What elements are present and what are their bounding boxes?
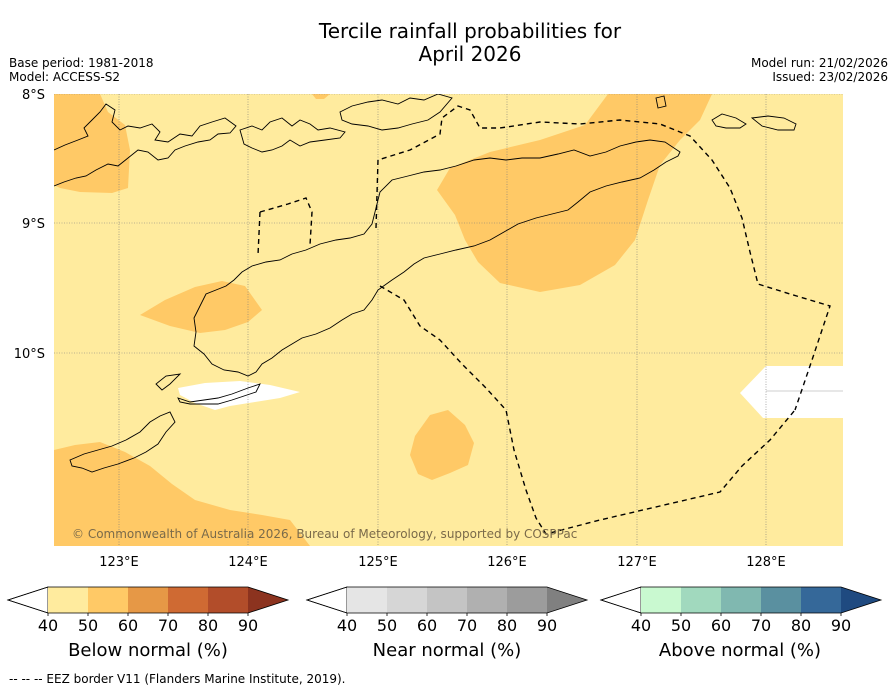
colorbar-tick-label: 90 xyxy=(831,616,851,635)
colorbar-extend-high xyxy=(547,587,587,613)
colorbar-title-below: Below normal (%) xyxy=(68,640,228,661)
colorbar-tick-label: 80 xyxy=(198,616,218,635)
colorbar-segment xyxy=(721,587,761,613)
lon-label-123e: 123°E xyxy=(99,555,139,570)
colorbar-tick-label: 70 xyxy=(457,616,477,635)
colorbar-tick-label: 50 xyxy=(377,616,397,635)
colorbar-tick-label: 50 xyxy=(78,616,98,635)
region-south-blob xyxy=(410,410,474,480)
below-normal-50-60-regions xyxy=(54,94,712,546)
colorbar-segment xyxy=(641,587,681,613)
lon-label-126e: 126°E xyxy=(487,555,527,570)
latitude-labels: 8°S 9°S 10°S xyxy=(14,88,45,362)
colorbar-tick-label: 90 xyxy=(537,616,557,635)
colorbar-extend-low xyxy=(599,586,642,614)
eez-line-west xyxy=(257,211,261,256)
colorbar-segment xyxy=(681,587,721,613)
colorbar-segment xyxy=(48,587,88,613)
title-line-2: April 2026 xyxy=(418,42,522,66)
colorbar-below-normal: 40 50 60 70 80 90 xyxy=(6,586,290,635)
eez-line-timor-sea xyxy=(379,285,796,535)
colorbar-tick-label: 80 xyxy=(791,616,811,635)
colorbar-segment xyxy=(347,587,387,613)
colorbar-tick-label: 40 xyxy=(337,616,357,635)
map-panel xyxy=(54,94,843,546)
colorbar-segment xyxy=(88,587,128,613)
lon-label-127e: 127°E xyxy=(617,555,657,570)
eez-line-main xyxy=(375,105,831,411)
colorbar-segment xyxy=(801,587,841,613)
model-name: Model: ACCESS-S2 xyxy=(9,70,121,84)
colorbar-segment xyxy=(427,587,467,613)
model-run: Model run: 21/02/2026 xyxy=(750,56,888,70)
colorbar-tick-label: 60 xyxy=(118,616,138,635)
coast-timor xyxy=(193,139,681,377)
no-data-timor-south xyxy=(178,381,300,410)
region-north-arafura xyxy=(437,94,712,292)
colorbar-segment xyxy=(128,587,168,613)
longitude-labels: 123°E 124°E 125°E 126°E 127°E 128°E xyxy=(99,555,786,570)
colorbar-segment xyxy=(387,587,427,613)
colorbar-tick-label: 40 xyxy=(38,616,58,635)
colorbar-tick-label: 70 xyxy=(751,616,771,635)
coast-north-islands xyxy=(239,117,346,153)
colorbar-extend-high xyxy=(841,587,881,613)
coast-sumba xyxy=(69,411,176,473)
region-central-blob xyxy=(140,281,262,333)
colorbar-segment xyxy=(507,587,547,613)
colorbar-segment xyxy=(761,587,801,613)
coast-wetar xyxy=(339,94,453,131)
region-small-north xyxy=(312,94,330,99)
colorbar-segment xyxy=(208,587,248,613)
lon-label-124e: 124°E xyxy=(228,555,268,570)
colorbar-tick-label: 60 xyxy=(417,616,437,635)
graticule xyxy=(54,94,843,546)
colorbar-segment xyxy=(467,587,507,613)
coast-rote xyxy=(177,383,261,405)
colorbar-title-above: Above normal (%) xyxy=(658,640,822,661)
eez-line-north xyxy=(259,197,313,246)
colorbar-above-normal: 40 50 60 70 80 90 xyxy=(599,586,883,635)
colorbar-tick-label: 70 xyxy=(158,616,178,635)
lon-label-125e: 125°E xyxy=(358,555,398,570)
colorbar-tick-label: 50 xyxy=(671,616,691,635)
lat-label-8s: 8°S xyxy=(22,88,45,103)
region-sw-corner xyxy=(54,442,310,546)
coastlines xyxy=(54,94,797,473)
colorbar-tick-label: 80 xyxy=(497,616,517,635)
colorbar-tick-label: 90 xyxy=(238,616,258,635)
colorbar-tick-label: 40 xyxy=(631,616,651,635)
colorbar-near-normal: 40 50 60 70 80 90 xyxy=(305,586,589,635)
eez-borders xyxy=(257,105,831,535)
issued-date: Issued: 23/02/2026 xyxy=(772,70,888,84)
copyright-text: © Commonwealth of Australia 2026, Bureau… xyxy=(72,527,577,541)
coast-tanimbar xyxy=(711,113,797,131)
colorbar-extend-low xyxy=(305,586,348,614)
region-nw-coast xyxy=(54,94,130,193)
colorbar-segment xyxy=(168,587,208,613)
colorbar-title-near: Near normal (%) xyxy=(372,640,522,661)
lat-label-9s: 9°S xyxy=(22,217,45,232)
lat-label-10s: 10°S xyxy=(14,347,45,362)
colorbar-extend-low xyxy=(6,586,49,614)
title-line-1: Tercile rainfall probabilities for xyxy=(318,19,622,43)
coast-flores-alor xyxy=(54,103,237,187)
colorbar-tick-label: 60 xyxy=(711,616,731,635)
coast-semau xyxy=(155,373,182,391)
lon-label-128e: 128°E xyxy=(746,555,786,570)
colorbar-extend-high xyxy=(248,587,288,613)
coast-small-islet xyxy=(655,95,667,109)
eez-footnote: -- -- -- EEZ border V11 (Flanders Marine… xyxy=(9,672,346,686)
base-period: Base period: 1981-2018 xyxy=(9,56,154,70)
